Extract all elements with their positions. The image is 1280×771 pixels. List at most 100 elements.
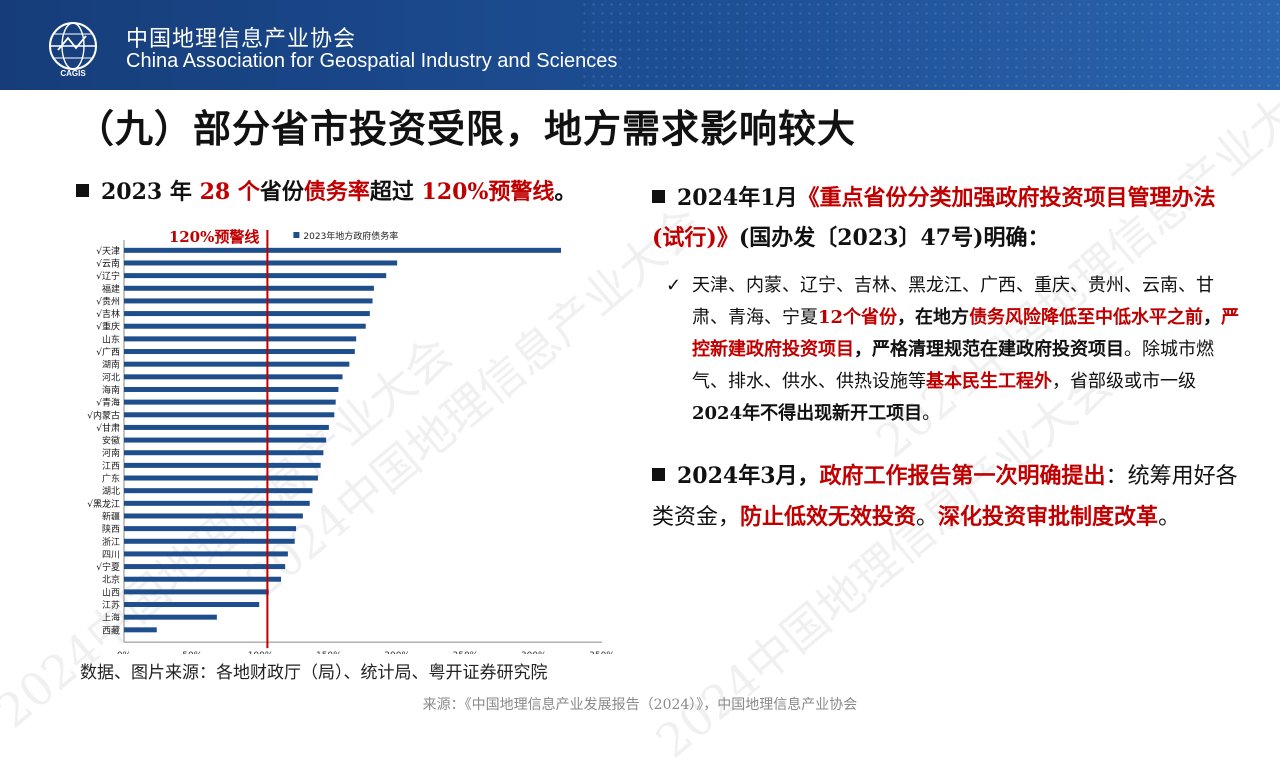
category-label: 上海 xyxy=(102,612,120,624)
category-label: 江西 xyxy=(102,461,120,472)
category-label: 福建 xyxy=(102,283,120,295)
category-label: 江苏 xyxy=(102,599,120,611)
detail-text: 。除城市燃气、排水、供水、供热设施等 xyxy=(692,339,1214,392)
bar xyxy=(124,475,318,481)
bar xyxy=(124,450,324,456)
category-label: √宁夏 xyxy=(96,561,120,573)
x-tick-label: 250% xyxy=(453,651,479,654)
x-tick-label: 150% xyxy=(316,651,342,654)
bullet-highlight: 28 个 xyxy=(199,179,260,205)
bar xyxy=(124,462,321,468)
bar xyxy=(124,500,310,506)
check-icon: ✓ xyxy=(666,275,682,296)
right-column: 2024年1月《重点省份分类加强政府投资项目管理办法(试行)》(国办发〔2023… xyxy=(652,178,1242,538)
bullet-text: ：统筹用好各类资金， xyxy=(652,464,1238,530)
category-label: 西藏 xyxy=(102,624,120,636)
bar xyxy=(124,323,366,329)
category-label: √广西 xyxy=(96,346,120,358)
category-label: 广东 xyxy=(102,473,120,485)
bullet-highlight: 深化投资审批制度改革 xyxy=(938,504,1159,530)
detail-highlight: 12个省份 xyxy=(818,307,898,328)
bullet-text: 。 xyxy=(916,505,939,530)
bar xyxy=(124,602,260,608)
bar xyxy=(124,285,374,291)
bar xyxy=(124,589,269,595)
bar xyxy=(124,311,370,317)
bar xyxy=(124,614,217,620)
threshold-label: 120%预警线 xyxy=(169,228,260,246)
logo-text: CAGIS xyxy=(60,69,86,78)
category-label: 四川 xyxy=(102,550,120,560)
bullet-text: 2024年1月 xyxy=(677,185,798,211)
bar xyxy=(124,336,357,342)
bar xyxy=(124,437,327,443)
bar xyxy=(124,538,295,544)
policy-bullet-2: 2024年3月，政府工作报告第一次明确提出：统筹用好各类资金，防止低效无效投资。… xyxy=(652,456,1242,538)
category-label: 新疆 xyxy=(102,510,120,522)
detail-text: 。 xyxy=(922,403,941,424)
category-label: 河南 xyxy=(102,447,120,459)
bar xyxy=(124,247,562,253)
bar xyxy=(124,386,339,392)
org-name-cn: 中国地理信息产业协会 xyxy=(126,27,357,52)
bullet-text: 2023 年 xyxy=(101,179,200,205)
page-title: （九）部分省市投资受限，地方需求影响较大 xyxy=(76,107,857,151)
x-tick-label: 100% xyxy=(248,651,274,654)
policy-bullet-1: 2024年1月《重点省份分类加强政府投资项目管理办法(试行)》(国办发〔2023… xyxy=(652,178,1242,258)
category-label: √吉林 xyxy=(96,308,120,320)
detail-text: ，在地方 xyxy=(897,307,970,328)
legend-swatch xyxy=(293,232,300,238)
category-label: 陕西 xyxy=(102,523,120,535)
detail-highlight: 基本民生工程外 xyxy=(926,371,1052,392)
category-label: √重庆 xyxy=(96,321,120,333)
detail-text: ， xyxy=(1203,307,1222,328)
left-bullet: 2023 年 28 个省份债务率超过 120%预警线。 xyxy=(76,174,576,206)
category-label: 海南 xyxy=(102,384,120,396)
bullet-highlight: 债务率 xyxy=(303,179,370,205)
bullet-text: 。 xyxy=(1158,505,1181,530)
debt-ratio-chart: √天津√云南√辽宁福建√贵州√吉林√重庆山东√广西湖南河北海南√青海√内蒙古√甘… xyxy=(87,228,615,654)
category-label: 湖南 xyxy=(102,359,120,371)
bullet-text: 。 xyxy=(554,179,577,205)
bar xyxy=(124,349,355,355)
bar xyxy=(124,412,335,418)
bullet-highlight: 120%预警线 xyxy=(421,179,555,205)
bar xyxy=(124,374,343,380)
detail-text: ，严格清理规范在建政府投资项目 xyxy=(854,339,1124,360)
bar xyxy=(124,361,350,367)
category-label: √青海 xyxy=(96,397,120,409)
policy-title: 《重点省份分类加强政府投资项目管理办法(试行)》 xyxy=(652,185,1216,251)
bullet-highlight: 政府工作报告第一次明确提出 xyxy=(819,463,1106,489)
category-label: 山东 xyxy=(102,333,120,345)
bar xyxy=(124,260,398,266)
x-tick-label: 300% xyxy=(521,651,547,654)
category-label: √内蒙古 xyxy=(87,409,120,421)
category-label: 山西 xyxy=(102,587,120,598)
bar xyxy=(124,576,282,582)
category-label: 安徽 xyxy=(102,435,120,447)
cagis-logo-icon: CAGIS xyxy=(49,22,97,78)
bar xyxy=(124,564,286,570)
x-tick-label: 350% xyxy=(589,651,615,654)
x-tick-label: 50% xyxy=(182,651,202,654)
bullet-square-icon xyxy=(652,190,665,203)
bar xyxy=(124,513,303,519)
category-label: √天津 xyxy=(96,246,120,257)
detail-highlight: 债务风险降低至中低水平之前 xyxy=(969,307,1204,328)
header-banner: CAGIS 中国地理信息产业协会 China Association for G… xyxy=(0,0,1280,90)
bar xyxy=(124,488,313,494)
detail-text: ，省部级或市一级 xyxy=(1052,371,1196,392)
category-label: √贵州 xyxy=(96,295,120,307)
x-tick-label: 0% xyxy=(117,651,132,654)
category-label: √甘肃 xyxy=(96,422,120,434)
bullet-text: 超过 xyxy=(369,179,422,205)
detail-highlight: 严控新建政府投资项目 xyxy=(692,307,1240,360)
bar xyxy=(124,298,373,304)
bar xyxy=(124,399,336,405)
footer-source: 来源：《中国地理信息产业发展报告（2024）》，中国地理信息产业协会 xyxy=(422,697,858,713)
category-label: 河北 xyxy=(102,371,120,383)
x-tick-label: 200% xyxy=(384,651,410,654)
detail-text: 天津、内蒙、辽宁、吉林、黑龙江、广西、重庆、贵州、云南、甘肃、青海、宁夏 xyxy=(692,275,1214,328)
header-pattern xyxy=(580,0,1280,90)
bullet-text: (国办发〔2023〕47号)明确： xyxy=(738,225,1050,251)
